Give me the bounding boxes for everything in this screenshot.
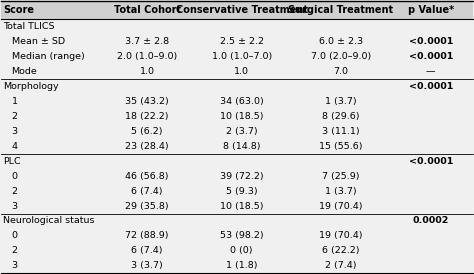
Text: 1 (1.8): 1 (1.8) [226,261,257,270]
Text: 2 (3.7): 2 (3.7) [226,127,257,136]
Text: 39 (72.2): 39 (72.2) [220,172,264,181]
Text: 3 (11.1): 3 (11.1) [322,127,360,136]
FancyBboxPatch shape [0,1,474,19]
Text: 10 (18.5): 10 (18.5) [220,112,264,121]
Text: Total Cohort: Total Cohort [114,5,181,15]
Text: 10 (18.5): 10 (18.5) [220,202,264,210]
Text: 18 (22.2): 18 (22.2) [126,112,169,121]
Text: Score: Score [3,5,34,15]
Text: 6 (7.4): 6 (7.4) [131,187,163,196]
Text: 1.0 (1.0–7.0): 1.0 (1.0–7.0) [211,52,272,61]
Text: 72 (88.9): 72 (88.9) [126,232,169,241]
Text: Total TLICS: Total TLICS [3,22,55,31]
Text: 29 (35.8): 29 (35.8) [126,202,169,210]
Text: 2: 2 [11,112,18,121]
Text: 6.0 ± 2.3: 6.0 ± 2.3 [319,37,363,46]
Text: 8 (29.6): 8 (29.6) [322,112,360,121]
Text: 6 (7.4): 6 (7.4) [131,246,163,255]
Text: 7.0 (2.0–9.0): 7.0 (2.0–9.0) [311,52,371,61]
Text: 35 (43.2): 35 (43.2) [125,97,169,106]
Text: 7.0: 7.0 [334,67,348,76]
Text: 7 (25.9): 7 (25.9) [322,172,360,181]
Text: 4: 4 [11,142,18,151]
Text: 3: 3 [11,202,18,210]
Text: Surgical Treatment: Surgical Treatment [288,5,393,15]
Text: 0.0002: 0.0002 [412,216,449,226]
Text: <0.0001: <0.0001 [409,37,453,46]
Text: 1: 1 [11,97,18,106]
Text: 23 (28.4): 23 (28.4) [126,142,169,151]
Text: Mode: Mode [11,67,37,76]
Text: Median (range): Median (range) [11,52,84,61]
Text: 53 (98.2): 53 (98.2) [220,232,264,241]
Text: 0 (0): 0 (0) [230,246,253,255]
Text: 3.7 ± 2.8: 3.7 ± 2.8 [125,37,169,46]
Text: Neurological status: Neurological status [3,216,94,226]
Text: 15 (55.6): 15 (55.6) [319,142,363,151]
Text: <0.0001: <0.0001 [409,157,453,166]
Text: p Value*: p Value* [408,5,454,15]
Text: 3: 3 [11,127,18,136]
Text: 19 (70.4): 19 (70.4) [319,232,363,241]
Text: —: — [426,67,436,76]
Text: Mean ± SD: Mean ± SD [11,37,64,46]
Text: 1.0: 1.0 [140,67,155,76]
Text: Conservative Treatment: Conservative Treatment [176,5,308,15]
Text: <0.0001: <0.0001 [409,82,453,91]
Text: 3: 3 [11,261,18,270]
Text: PLC: PLC [3,157,21,166]
Text: Morphology: Morphology [3,82,59,91]
Text: 1 (3.7): 1 (3.7) [325,97,357,106]
Text: 2.0 (1.0–9.0): 2.0 (1.0–9.0) [117,52,177,61]
Text: 46 (56.8): 46 (56.8) [126,172,169,181]
Text: 19 (70.4): 19 (70.4) [319,202,363,210]
Text: 3 (3.7): 3 (3.7) [131,261,163,270]
Text: 8 (14.8): 8 (14.8) [223,142,261,151]
Text: 5 (9.3): 5 (9.3) [226,187,257,196]
Text: 2 (7.4): 2 (7.4) [325,261,357,270]
Text: 1 (3.7): 1 (3.7) [325,187,357,196]
Text: 5 (6.2): 5 (6.2) [131,127,163,136]
Text: 34 (63.0): 34 (63.0) [220,97,264,106]
Text: 6 (22.2): 6 (22.2) [322,246,360,255]
Text: 0: 0 [11,232,18,241]
Text: 0: 0 [11,172,18,181]
Text: <0.0001: <0.0001 [409,52,453,61]
Text: 2.5 ± 2.2: 2.5 ± 2.2 [220,37,264,46]
Text: 1.0: 1.0 [234,67,249,76]
Text: 2: 2 [11,187,18,196]
Text: 2: 2 [11,246,18,255]
